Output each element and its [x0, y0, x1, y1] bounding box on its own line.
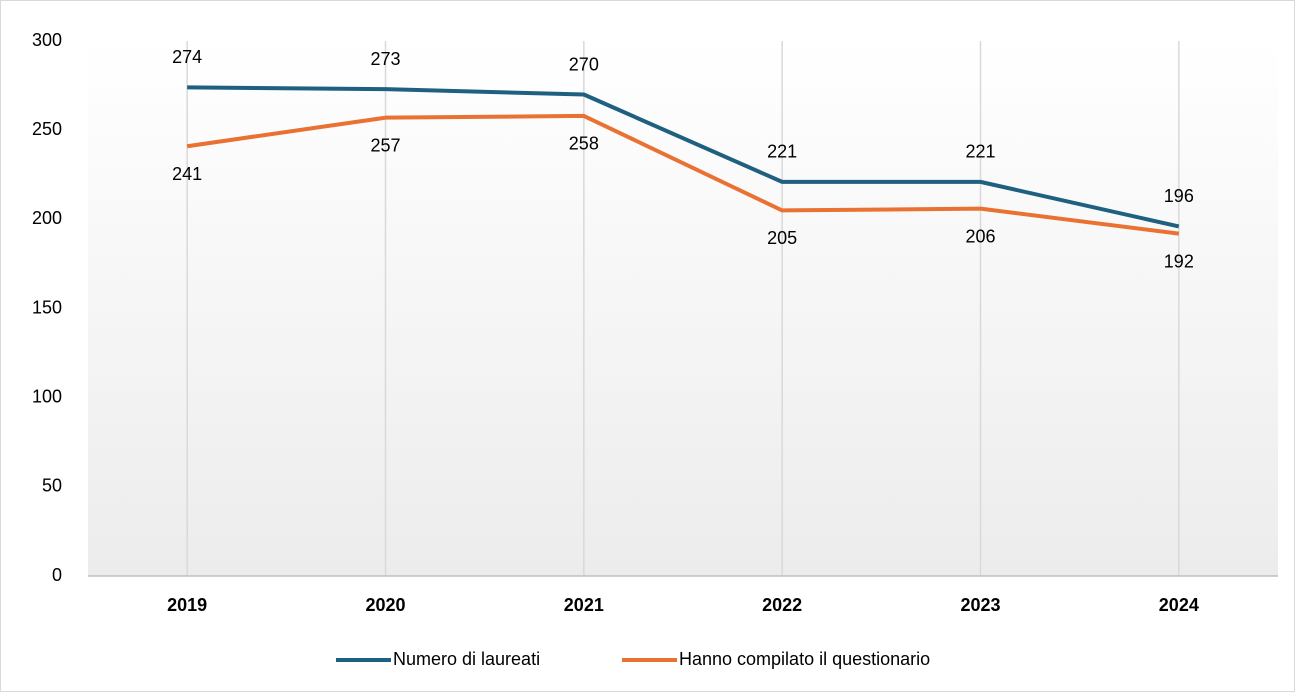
- y-tick-label: 150: [32, 297, 62, 317]
- y-tick-label: 200: [32, 208, 62, 228]
- data-label: 270: [569, 54, 599, 74]
- data-label: 205: [767, 228, 797, 248]
- x-tick-label: 2020: [365, 595, 405, 615]
- x-tick-label: 2021: [564, 595, 604, 615]
- data-label: 196: [1164, 186, 1194, 206]
- y-tick-label: 50: [42, 476, 62, 496]
- x-tick-label: 2024: [1159, 595, 1199, 615]
- plot-area: [88, 41, 1278, 576]
- y-tick-label: 300: [32, 30, 62, 50]
- y-tick-label: 250: [32, 119, 62, 139]
- legend-label: Numero di laureati: [393, 649, 540, 669]
- x-tick-label: 2023: [960, 595, 1000, 615]
- series-line: [187, 85, 1180, 229]
- y-tick-label: 0: [52, 565, 62, 585]
- series-line: [186, 113, 1180, 236]
- data-label: 192: [1164, 251, 1194, 271]
- x-tick-label: 2019: [167, 595, 207, 615]
- data-label: 241: [172, 164, 202, 184]
- legend-label: Hanno compilato il questionario: [679, 649, 930, 669]
- data-label: 206: [965, 226, 995, 246]
- y-tick-label: 100: [32, 386, 62, 406]
- data-label: 221: [767, 142, 797, 162]
- data-label: 258: [569, 134, 599, 154]
- x-tick-label: 2022: [762, 595, 802, 615]
- data-label: 257: [370, 135, 400, 155]
- data-label: 273: [370, 49, 400, 69]
- data-label: 274: [172, 47, 202, 67]
- data-label: 221: [965, 142, 995, 162]
